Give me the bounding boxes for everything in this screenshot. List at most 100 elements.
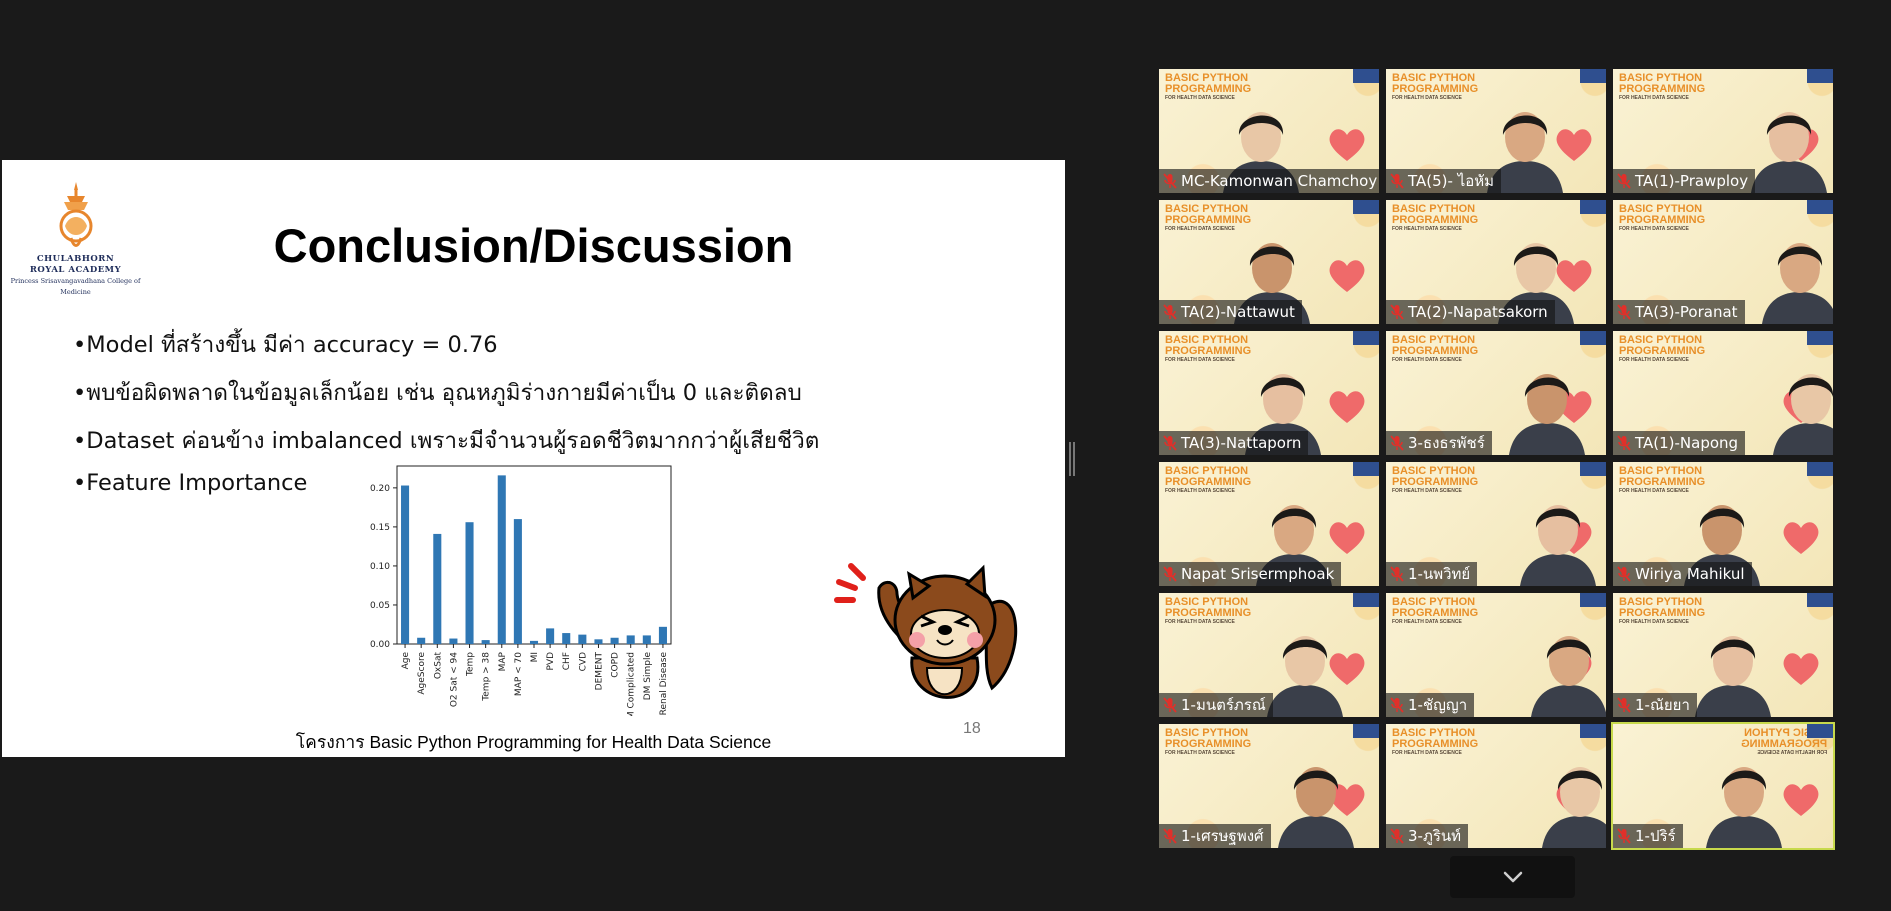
participant-tile[interactable]: BASIC PYTHON PROGRAMMING FOR HEALTH DATA S… [1159,69,1379,193]
brand-line-1: BASIC PYTHON [1165,334,1249,346]
academy-badge [1353,69,1379,83]
brand-line-2: PROGRAMMING [1619,214,1706,226]
brand-line-3: FOR HEALTH DATA SCIENCE [1392,95,1462,101]
participant-tile[interactable]: BASIC PYTHON PROGRAMMING FOR HEALTH DATA S… [1386,200,1606,324]
brand-line-3: FOR HEALTH DATA SCIENCE [1619,619,1689,625]
brand-line-2: PROGRAMMING [1165,738,1252,750]
participant-tile[interactable]: BASIC PYTHON PROGRAMMING FOR HEALTH DATA S… [1386,593,1606,717]
heart-icon [1783,522,1819,554]
participant-tile[interactable]: BASIC PYTHON PROGRAMMING FOR HEALTH DATA S… [1613,593,1833,717]
brand-line-1: BASIC PYTHON [1165,72,1249,84]
participant-video-person [1487,112,1563,193]
participant-tile[interactable]: BASIC PYTHON PROGRAMMING FOR HEALTH DATA S… [1613,69,1833,193]
participant-name-bar: 3-ภูรินท์ [1386,824,1469,848]
mic-muted-icon [1390,828,1404,844]
course-brand-text: BASIC PYTHON PROGRAMMING FOR HEALTH DATA S… [1619,335,1705,364]
x-tick-label: OxSat [433,652,443,680]
x-tick-label: MI [530,652,540,662]
brand-line-2: PROGRAMMING [1740,738,1827,750]
royal-emblem-icon [59,182,92,247]
participant-name: TA(1)-Napong [1635,434,1739,452]
mic-muted-icon [1163,304,1177,320]
gallery-next-page-button[interactable] [1450,856,1575,898]
brand-line-2: PROGRAMMING [1392,476,1479,488]
brand-line-2: PROGRAMMING [1165,83,1252,95]
participant-name: 1-เศรษฐพงศ์ [1181,827,1264,845]
participant-tile[interactable]: BASIC PYTHON PROGRAMMING FOR HEALTH DATA S… [1159,462,1379,586]
brand-line-3: FOR HEALTH DATA SCIENCE [1619,226,1689,232]
participant-tile[interactable]: BASIC PYTHON PROGRAMMING FOR HEALTH DATA S… [1613,331,1833,455]
participant-video-person [1278,767,1354,848]
bar-9 [546,628,555,644]
course-brand-text: BASIC PYTHON PROGRAMMING FOR HEALTH DATA S… [1165,204,1251,233]
participant-tile[interactable]: BASIC PYTHON PROGRAMMING FOR HEALTH DATA S… [1386,69,1606,193]
academy-badge [1353,331,1379,345]
brand-line-3: FOR HEALTH DATA SCIENCE [1619,488,1689,494]
mic-muted-icon [1617,566,1631,582]
slide-page-number: 18 [963,720,981,737]
brand-line-3: FOR HEALTH DATA SCIENCE [1392,619,1462,625]
participant-tile[interactable]: BASIC PYTHON PROGRAMMING FOR HEALTH DATA S… [1613,200,1833,324]
participant-tile[interactable]: BASIC PYTHON PROGRAMMING FOR HEALTH DATA S… [1159,724,1379,848]
participant-name-bar: TA(5)- ไอหัม [1386,169,1502,193]
mic-muted-icon [1617,435,1631,451]
academy-badge [1353,724,1379,738]
chevron-down-icon [1503,871,1522,883]
bar-16 [658,626,667,644]
mic-muted-icon [1390,435,1404,451]
course-brand-text: BASIC PYTHON PROGRAMMING FOR HEALTH DATA S… [1619,204,1705,233]
bar-1 [417,637,426,644]
bar-2 [433,533,442,644]
participant-video-person [1695,636,1771,717]
heart-icon [1329,260,1365,292]
participant-name-bar: TA(2)-Nattawut [1159,300,1302,324]
participant-tile[interactable]: BASIC PYTHON PROGRAMMING FOR HEALTH DATA S… [1159,200,1379,324]
participant-tile[interactable]: BASIC PYTHON PROGRAMMING FOR HEALTH DATA S… [1159,593,1379,717]
heart-icon [1556,129,1592,161]
heart-icon [1329,129,1365,161]
brand-line-2: PROGRAMMING [1392,345,1479,357]
course-brand-text: BASIC PYTHON PROGRAMMING FOR HEALTH DATA S… [1165,597,1251,626]
bullet-accuracy: •Model ที่สร้างขึ้น มีค่า accuracy = 0.7… [73,332,498,358]
participant-tile[interactable]: BASIC PYTHON PROGRAMMING FOR HEALTH DATA S… [1611,722,1835,850]
participant-tile[interactable]: BASIC PYTHON PROGRAMMING FOR HEALTH DATA S… [1386,724,1606,848]
brand-line-1: BASIC PYTHON [1165,203,1249,215]
mic-muted-icon [1390,173,1404,189]
brand-line-2: PROGRAMMING [1619,607,1706,619]
brand-line-2: PROGRAMMING [1619,83,1706,95]
participant-tile[interactable]: BASIC PYTHON PROGRAMMING FOR HEALTH DATA S… [1386,331,1606,455]
academy-badge [1353,200,1379,214]
participant-video-person [1773,374,1833,455]
mic-muted-icon [1617,173,1631,189]
course-brand-text: BASIC PYTHON PROGRAMMING FOR HEALTH DATA S… [1165,335,1251,364]
participant-name-bar: 1-มนตร์ภรณ์ [1159,693,1273,717]
participant-name-bar: TA(2)-Napatsakorn [1386,300,1555,324]
mic-muted-icon [1617,828,1631,844]
heart-icon [1783,784,1819,816]
course-brand-text: BASIC PYTHON PROGRAMMING FOR HEALTH DATA S… [1165,73,1251,102]
bullet-feature-importance: •Feature Importance [73,470,308,496]
bar-13 [610,637,619,644]
panel-splitter-handle[interactable] [1068,442,1076,476]
x-tick-label: MAP [498,651,508,671]
brand-line-2: PROGRAMMING [1392,607,1479,619]
logo-line-3: Princess Srisavangavadhana College of Me… [10,277,141,296]
participant-name: 1-ชัญญา [1408,696,1468,714]
participant-name-bar: 1-เศรษฐพงศ์ [1159,824,1271,848]
participant-tile[interactable]: BASIC PYTHON PROGRAMMING FOR HEALTH DATA S… [1613,462,1833,586]
heart-icon [1329,784,1365,816]
heart-icon [1329,522,1365,554]
heart-icon [1783,653,1819,685]
participant-tile[interactable]: BASIC PYTHON PROGRAMMING FOR HEALTH DATA S… [1386,462,1606,586]
mic-muted-icon [1163,566,1177,582]
bar-10 [562,633,571,644]
course-brand-text: BASIC PYTHON PROGRAMMING FOR HEALTH DATA S… [1392,335,1478,364]
mic-muted-icon [1390,697,1404,713]
participant-video-person [1542,767,1606,848]
bar-14 [626,635,635,644]
participant-name: 1-ปริร์ [1635,827,1676,845]
participant-tile[interactable]: BASIC PYTHON PROGRAMMING FOR HEALTH DATA S… [1159,331,1379,455]
x-tick-label: DM Complicated [627,652,637,716]
participant-name: Napat Srisermphoak [1181,565,1335,583]
mic-muted-icon [1617,697,1631,713]
